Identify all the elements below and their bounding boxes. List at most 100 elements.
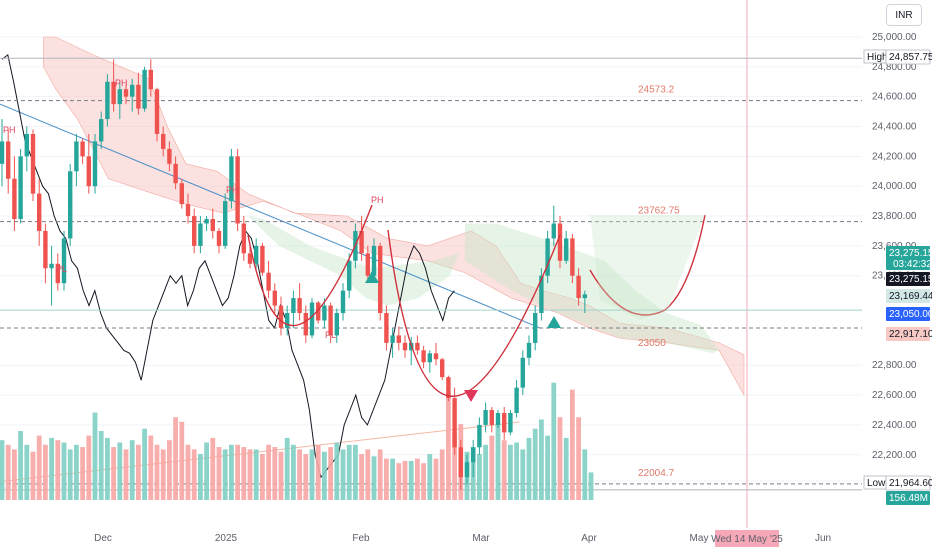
volume-bar — [204, 442, 209, 500]
candle-body — [272, 290, 277, 306]
candle-body — [557, 223, 563, 261]
volume-bar — [408, 460, 414, 500]
volume-bar — [80, 447, 85, 500]
candle-body — [30, 133, 36, 194]
volume-bar — [359, 454, 364, 500]
candle-body — [365, 253, 370, 276]
candle-body — [427, 353, 432, 363]
volume-bar — [297, 449, 302, 500]
price-badge-value: 23,275.15 — [889, 248, 932, 259]
candle-body — [61, 238, 67, 284]
candle-body — [390, 335, 395, 343]
volume-bar — [278, 451, 284, 500]
candle-body — [415, 342, 420, 351]
volume-bar — [570, 389, 575, 500]
level-label: 23050 — [638, 338, 666, 349]
candle-body — [111, 81, 116, 105]
pivot-label: PH — [371, 195, 384, 205]
volume-bar — [526, 437, 532, 500]
price-badge — [886, 272, 930, 286]
volume-bar — [582, 449, 588, 500]
candle-body — [384, 313, 389, 343]
price-tick-label: 22,200.00 — [872, 450, 917, 461]
candle-body — [495, 412, 501, 425]
candle-body — [235, 156, 240, 224]
date-cursor-badge — [715, 530, 779, 547]
date-cursor-label: Wed 14 May '25 — [711, 534, 783, 545]
price-axis[interactable]: 25,000.00 24,800.00 24,600.00 24,400.00 24,2… — [863, 32, 932, 505]
candle-body — [359, 230, 364, 254]
volume-bar — [508, 444, 513, 500]
volume-bar — [520, 449, 526, 500]
price-tick-label: 22,400.00 — [872, 420, 917, 431]
price-badge-value: 23,169.44 — [889, 291, 932, 302]
candle-body — [291, 298, 296, 314]
volume-bar — [272, 447, 278, 500]
volume-bar — [129, 440, 135, 500]
pivot-label: PH — [115, 78, 128, 88]
pivot-label: PH — [3, 125, 16, 135]
volume-bar — [489, 435, 495, 500]
volume-bar — [501, 440, 507, 500]
volume-bar — [315, 444, 321, 500]
price-tick-label: 25,000.00 — [872, 32, 917, 43]
volume-bar — [384, 458, 389, 500]
candle-body — [396, 335, 401, 343]
candle-body — [6, 141, 11, 179]
projection-area — [590, 215, 705, 320]
candle-body — [278, 305, 284, 328]
volume-bar — [545, 435, 550, 500]
candle-body — [49, 263, 54, 269]
candle-body — [148, 69, 153, 90]
volume-bar — [396, 463, 402, 500]
cup-pattern-2 — [387, 229, 561, 397]
candle-body — [458, 447, 463, 478]
candle-body — [80, 141, 85, 157]
volume-bar — [136, 444, 141, 500]
volume-bar — [427, 454, 433, 500]
volume-bar — [105, 437, 110, 500]
candle-body — [303, 313, 308, 336]
volume-bar — [160, 449, 166, 500]
price-tick-label: 23,800.00 — [872, 211, 917, 222]
volume-bar — [222, 449, 228, 500]
candle-body — [371, 245, 377, 276]
candle-body — [539, 275, 544, 314]
volume-bar — [142, 428, 147, 500]
pivot-label: PH — [226, 185, 239, 195]
volume-bar — [18, 431, 23, 500]
trend-line-descending — [0, 103, 541, 329]
volume-bar — [111, 447, 116, 500]
candle-body — [464, 462, 470, 478]
price-badge — [886, 289, 930, 303]
candle-body — [483, 410, 488, 425]
price-badge-value: 23,275.15 — [889, 274, 932, 285]
candle-body — [322, 305, 327, 321]
volume-bar — [532, 428, 538, 500]
candle-body — [309, 302, 315, 336]
candle-body — [210, 219, 215, 231]
candle-body — [340, 290, 346, 314]
time-axis[interactable]: Dec 2025 Feb Mar Apr May Jun Wed 14 May '25 — [94, 530, 831, 547]
candle-body — [12, 178, 17, 220]
candle-body — [452, 398, 457, 448]
time-tick-label: Mar — [472, 533, 490, 544]
candle-body — [123, 89, 129, 97]
price-tick-label: 24,800.00 — [872, 62, 917, 73]
level-label: 24573.2 — [638, 85, 675, 96]
volume-bar — [24, 444, 30, 500]
volume-bar — [390, 458, 395, 500]
volume-bar — [98, 431, 104, 500]
candle-body — [55, 263, 60, 284]
volume-bar — [179, 421, 185, 500]
time-tick-label: Feb — [352, 533, 370, 544]
currency-button[interactable]: INR — [886, 4, 922, 26]
candle-body — [526, 342, 532, 358]
level-label: 22004.7 — [638, 468, 675, 479]
volume-bar — [371, 456, 377, 500]
candle-body — [266, 272, 271, 291]
volume-bar — [241, 447, 247, 500]
volume-bar — [173, 417, 178, 500]
